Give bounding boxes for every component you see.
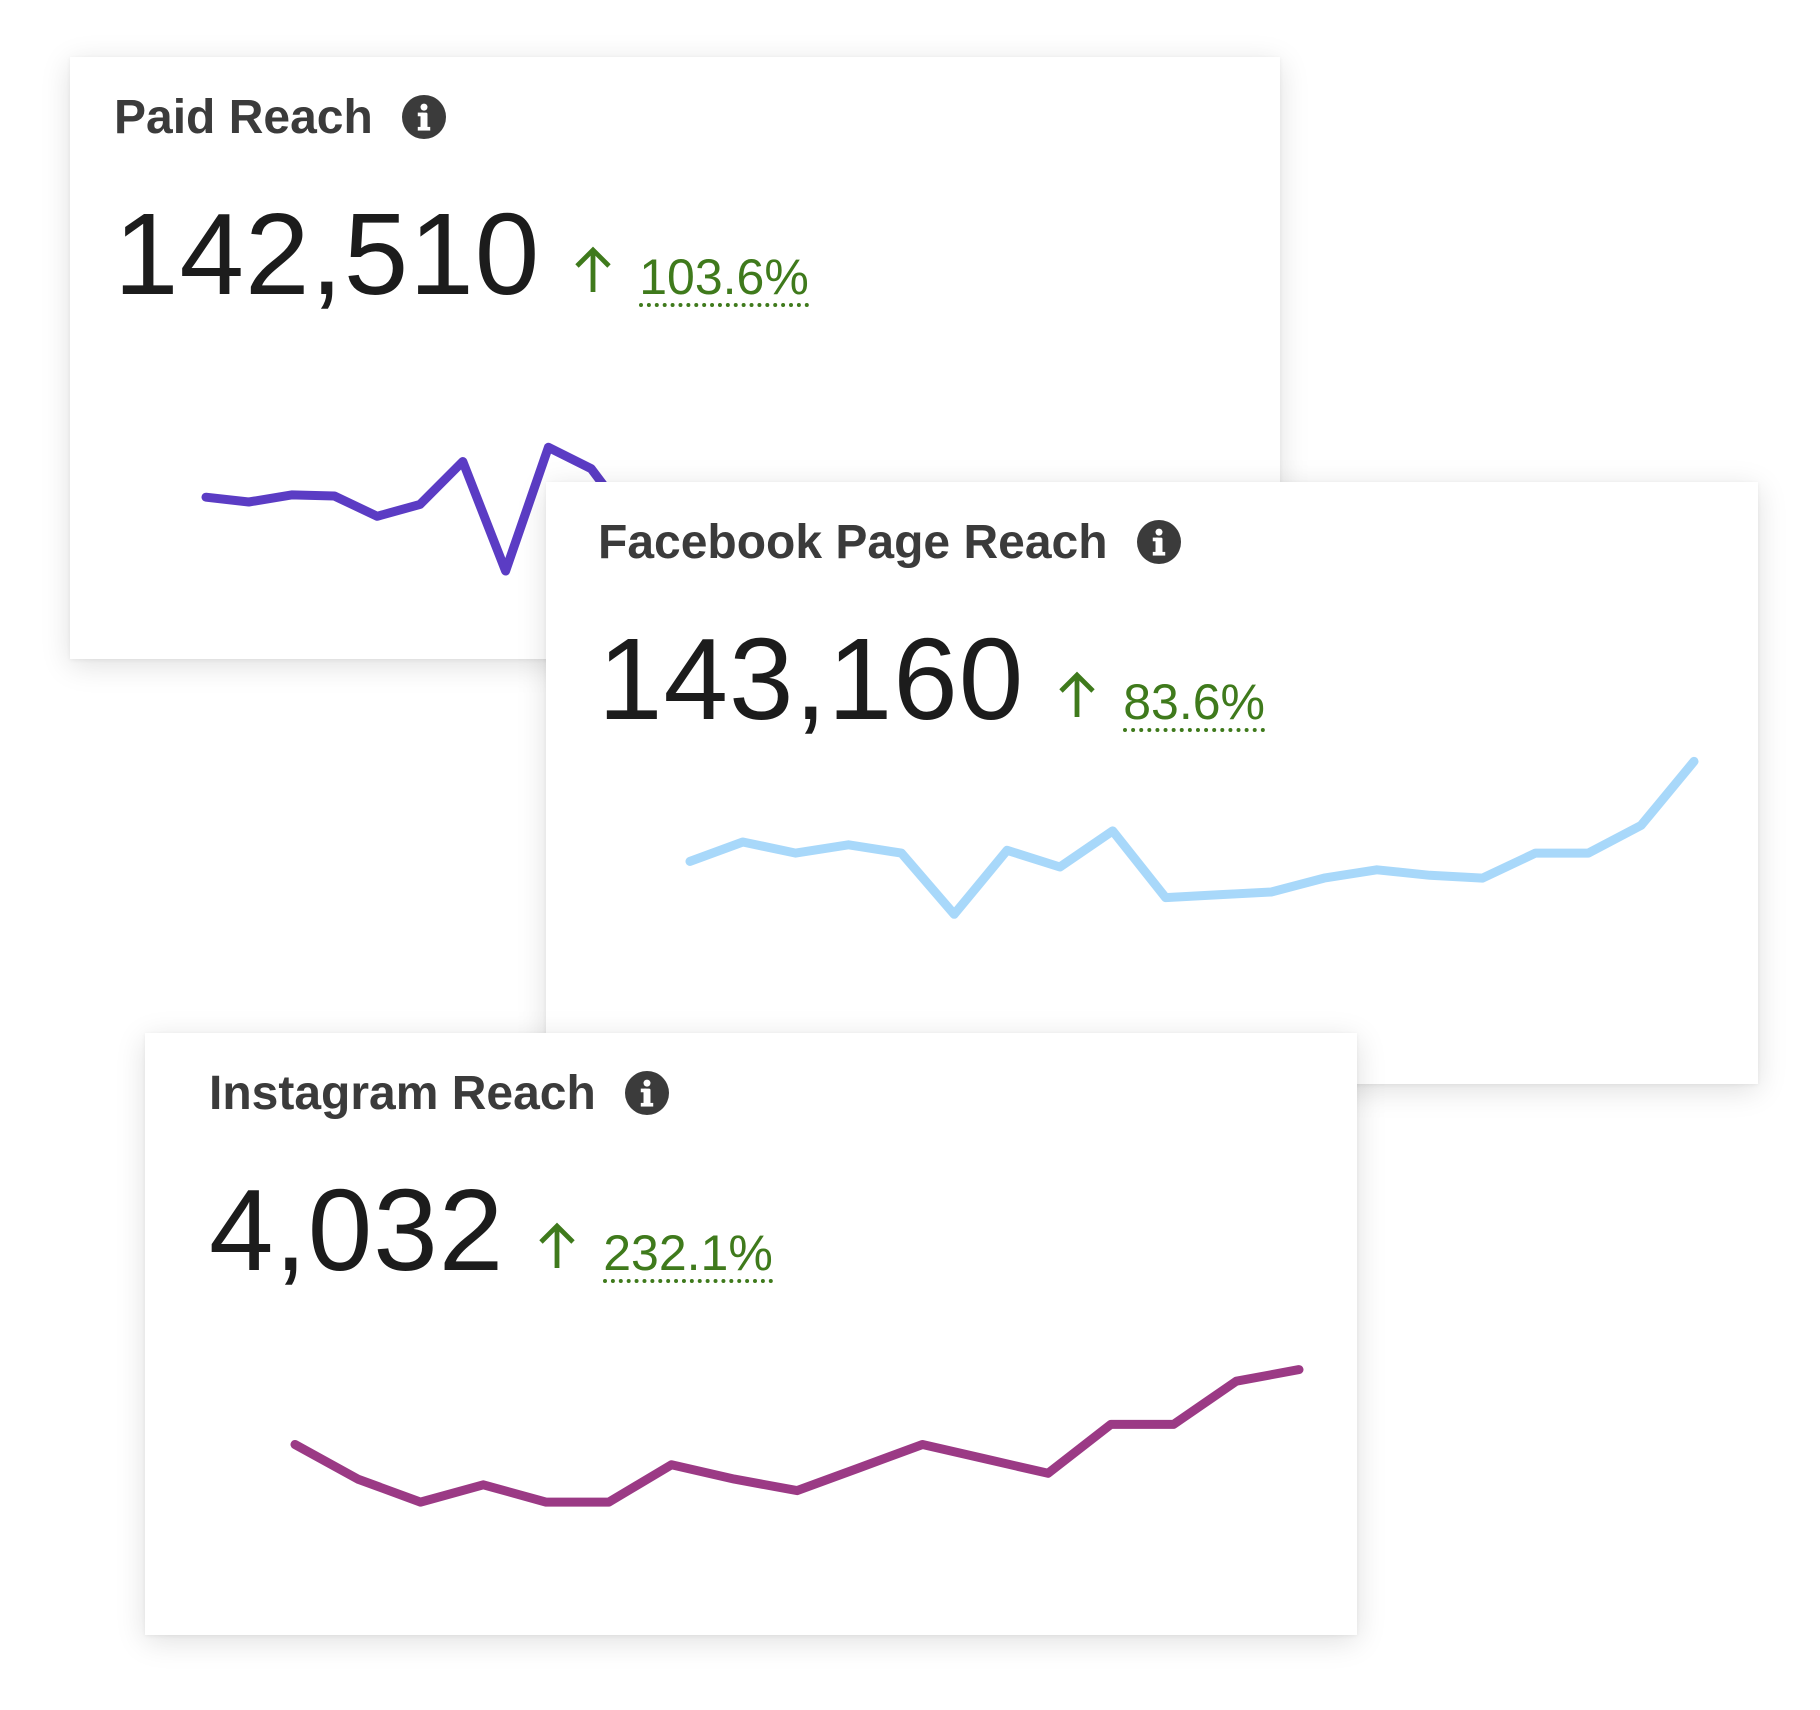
- metric-value: 4,032: [209, 1165, 505, 1295]
- metric-value: 142,510: [114, 189, 541, 319]
- card-title: Paid Reach: [114, 87, 447, 145]
- metric-value: 143,160: [598, 614, 1025, 744]
- arrow-up-icon: [1059, 671, 1095, 717]
- change-percentage[interactable]: 232.1%: [603, 1225, 773, 1283]
- info-icon[interactable]: [402, 95, 447, 140]
- instagram-reach-card: Instagram Reach 4,032 232.1%: [145, 1033, 1357, 1635]
- sparkline-chart: [290, 1365, 1304, 1507]
- arrow-up-icon: [575, 246, 611, 292]
- sparkline-chart: [685, 756, 1699, 919]
- info-icon[interactable]: [625, 1071, 670, 1116]
- facebook-page-reach-card: Facebook Page Reach 143,160 83.6%: [546, 482, 1758, 1084]
- card-title: Facebook Page Reach: [598, 512, 1181, 570]
- sparkline-series: [290, 1365, 1304, 1507]
- change-percentage[interactable]: 103.6%: [639, 249, 809, 307]
- change-percentage[interactable]: 83.6%: [1123, 674, 1265, 732]
- sparkline-chart: [201, 442, 639, 576]
- info-icon[interactable]: [1136, 520, 1181, 565]
- card-title-label: Instagram Reach: [209, 1066, 596, 1120]
- metric-row: 143,160 83.6%: [598, 612, 1265, 746]
- card-title-label: Facebook Page Reach: [598, 515, 1108, 569]
- arrow-up-icon: [539, 1222, 575, 1268]
- sparkline-series: [201, 442, 639, 576]
- card-title-label: Paid Reach: [114, 90, 373, 144]
- metric-row: 142,510 103.6%: [114, 187, 809, 321]
- sparkline-series: [685, 756, 1699, 919]
- card-title: Instagram Reach: [209, 1063, 670, 1121]
- metric-row: 4,032 232.1%: [209, 1163, 773, 1297]
